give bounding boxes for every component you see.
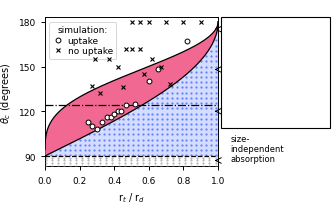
X-axis label: r$_t$ / r$_d$: r$_t$ / r$_d$ [118, 190, 145, 202]
Text: size-
independent
absorption: size- independent absorption [230, 134, 284, 164]
FancyBboxPatch shape [221, 18, 330, 128]
Text: no uptake: no uptake [230, 45, 275, 54]
Text: spontaneous: spontaneous [230, 101, 288, 110]
Text: model:: model: [230, 23, 261, 32]
Legend: uptake, no uptake: uptake, no uptake [50, 23, 117, 59]
Y-axis label: $\theta_c$ (degrees): $\theta_c$ (degrees) [0, 62, 13, 123]
Text: activated: activated [230, 73, 273, 82]
